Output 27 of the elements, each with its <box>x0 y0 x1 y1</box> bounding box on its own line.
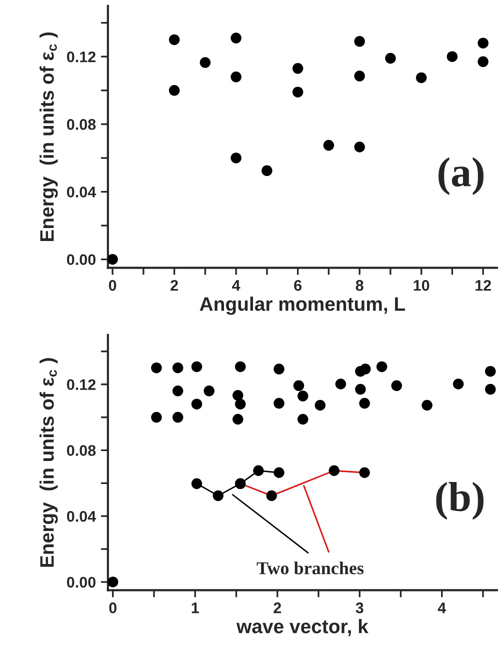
x-tick-label: 3 <box>356 602 364 614</box>
annotation: (a) <box>438 157 484 196</box>
x-tick-label: 1 <box>192 602 199 614</box>
x-axis-title: wave vector, k <box>236 619 368 636</box>
x-tick-label: 2 <box>170 280 178 291</box>
x-tick-label: 0 <box>108 280 116 291</box>
y-tick-label: 0.04 <box>66 510 96 522</box>
x-tick-label: 8 <box>356 280 364 291</box>
y-tick-label: 0.00 <box>66 254 96 266</box>
y-tick-label: 0.12 <box>66 379 96 390</box>
y-tick-label: 0.12 <box>66 51 96 62</box>
x-tick-label: 12 <box>476 280 491 291</box>
annotation: (b) <box>436 482 484 520</box>
x-axis-title: Angular momentum, L <box>200 296 406 315</box>
y-tick-label: 0.08 <box>66 445 96 456</box>
x-tick-label: 0 <box>109 602 116 614</box>
y-tick-label: 0.04 <box>66 186 96 198</box>
annotation: Two branches <box>256 562 364 574</box>
y-axis-title: Energy (in units of ε$_{c}$ ) <box>40 358 58 567</box>
x-tick-label: 2 <box>274 602 282 614</box>
y-tick-label: 0.08 <box>66 119 96 130</box>
x-tick-label: 4 <box>438 602 446 614</box>
y-axis-title: Energy (in units of ε$_{c}$ ) <box>40 32 58 242</box>
y-tick-label: 0.00 <box>66 576 96 588</box>
x-tick-label: 6 <box>294 280 302 291</box>
x-tick-label: 4 <box>232 280 240 291</box>
x-tick-label: 10 <box>414 280 430 291</box>
